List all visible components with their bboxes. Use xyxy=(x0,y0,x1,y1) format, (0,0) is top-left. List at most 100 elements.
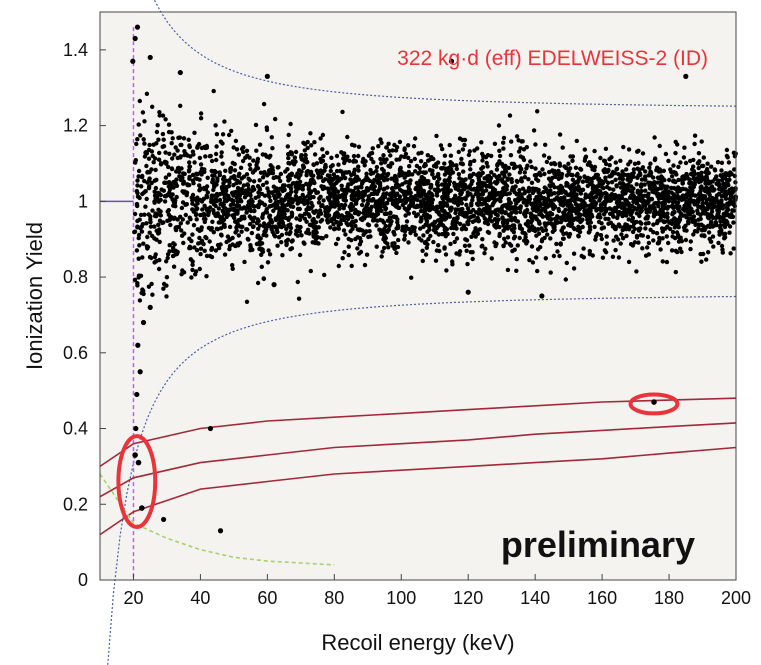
event-point xyxy=(681,155,687,160)
event-point xyxy=(690,188,695,193)
event-point xyxy=(167,151,172,156)
event-point xyxy=(719,168,724,173)
event-point xyxy=(420,258,425,264)
event-point xyxy=(542,200,548,205)
event-point xyxy=(356,153,361,159)
event-point xyxy=(468,210,473,215)
event-point xyxy=(613,160,618,165)
event-point xyxy=(342,175,348,181)
event-point xyxy=(258,170,264,175)
event-point xyxy=(305,230,310,236)
event-point xyxy=(570,154,576,159)
event-point xyxy=(517,170,523,175)
event-point xyxy=(143,204,148,209)
event-point xyxy=(164,259,169,264)
event-point xyxy=(379,173,385,178)
event-point xyxy=(691,157,696,163)
event-point xyxy=(733,197,738,202)
event-point xyxy=(394,157,399,162)
event-point xyxy=(379,254,384,259)
event-point xyxy=(253,122,259,128)
event-point xyxy=(146,284,152,289)
event-point xyxy=(646,240,652,246)
event-point xyxy=(389,161,394,166)
event-point xyxy=(446,182,452,187)
event-point xyxy=(696,171,701,177)
event-point xyxy=(647,165,652,170)
event-point xyxy=(529,180,535,185)
event-point xyxy=(684,207,689,212)
event-point xyxy=(661,196,666,201)
event-point xyxy=(722,231,728,236)
event-point xyxy=(440,223,446,228)
event-point xyxy=(675,203,680,208)
event-point xyxy=(294,182,299,187)
event-point xyxy=(623,222,628,227)
event-point xyxy=(427,227,432,232)
event-point xyxy=(285,237,291,242)
event-point xyxy=(257,199,262,204)
event-point xyxy=(174,194,179,200)
event-point xyxy=(592,205,597,210)
event-point xyxy=(513,164,519,169)
event-point xyxy=(140,191,145,197)
event-point xyxy=(716,201,722,206)
event-point xyxy=(618,241,623,246)
event-point xyxy=(161,286,166,291)
event-point xyxy=(436,210,441,215)
event-point xyxy=(419,175,424,180)
event-point xyxy=(673,248,678,253)
event-point xyxy=(381,168,386,173)
event-point xyxy=(540,237,545,242)
event-point xyxy=(319,217,325,223)
event-point xyxy=(675,195,680,200)
event-point xyxy=(480,243,485,248)
outlier-event-point xyxy=(207,425,214,432)
event-point xyxy=(352,143,357,148)
event-point xyxy=(145,246,150,251)
event-point xyxy=(486,217,492,222)
event-point xyxy=(469,179,475,184)
event-point xyxy=(152,213,158,219)
event-point xyxy=(229,175,234,180)
event-point xyxy=(291,159,296,164)
event-point xyxy=(142,154,148,159)
event-point xyxy=(480,158,485,163)
event-point xyxy=(139,290,144,296)
event-point xyxy=(456,172,462,177)
event-point xyxy=(528,159,533,164)
event-point xyxy=(684,228,689,233)
event-point xyxy=(305,145,310,151)
event-point xyxy=(257,223,263,228)
event-point xyxy=(397,187,403,192)
event-point xyxy=(699,259,704,264)
outlier-event-point xyxy=(448,58,455,64)
event-point xyxy=(311,162,316,167)
event-point xyxy=(620,173,625,178)
event-point xyxy=(275,229,280,235)
event-point xyxy=(673,220,678,225)
event-point xyxy=(483,155,489,160)
event-point xyxy=(467,175,472,180)
event-point xyxy=(711,244,716,249)
event-point xyxy=(687,177,692,182)
event-point xyxy=(241,183,247,188)
event-point xyxy=(256,226,261,231)
event-point xyxy=(587,217,592,222)
event-point xyxy=(144,91,150,97)
event-point xyxy=(371,170,376,176)
event-point xyxy=(690,219,695,224)
event-point xyxy=(152,224,157,229)
event-point xyxy=(576,212,582,218)
event-point xyxy=(148,224,154,229)
event-point xyxy=(286,155,291,161)
outlier-event-point xyxy=(133,425,139,432)
event-point xyxy=(624,233,629,239)
event-point xyxy=(242,205,247,210)
event-point xyxy=(219,150,224,155)
event-point xyxy=(327,190,332,196)
event-point xyxy=(170,197,175,202)
event-point xyxy=(650,204,655,209)
event-point xyxy=(460,147,466,152)
